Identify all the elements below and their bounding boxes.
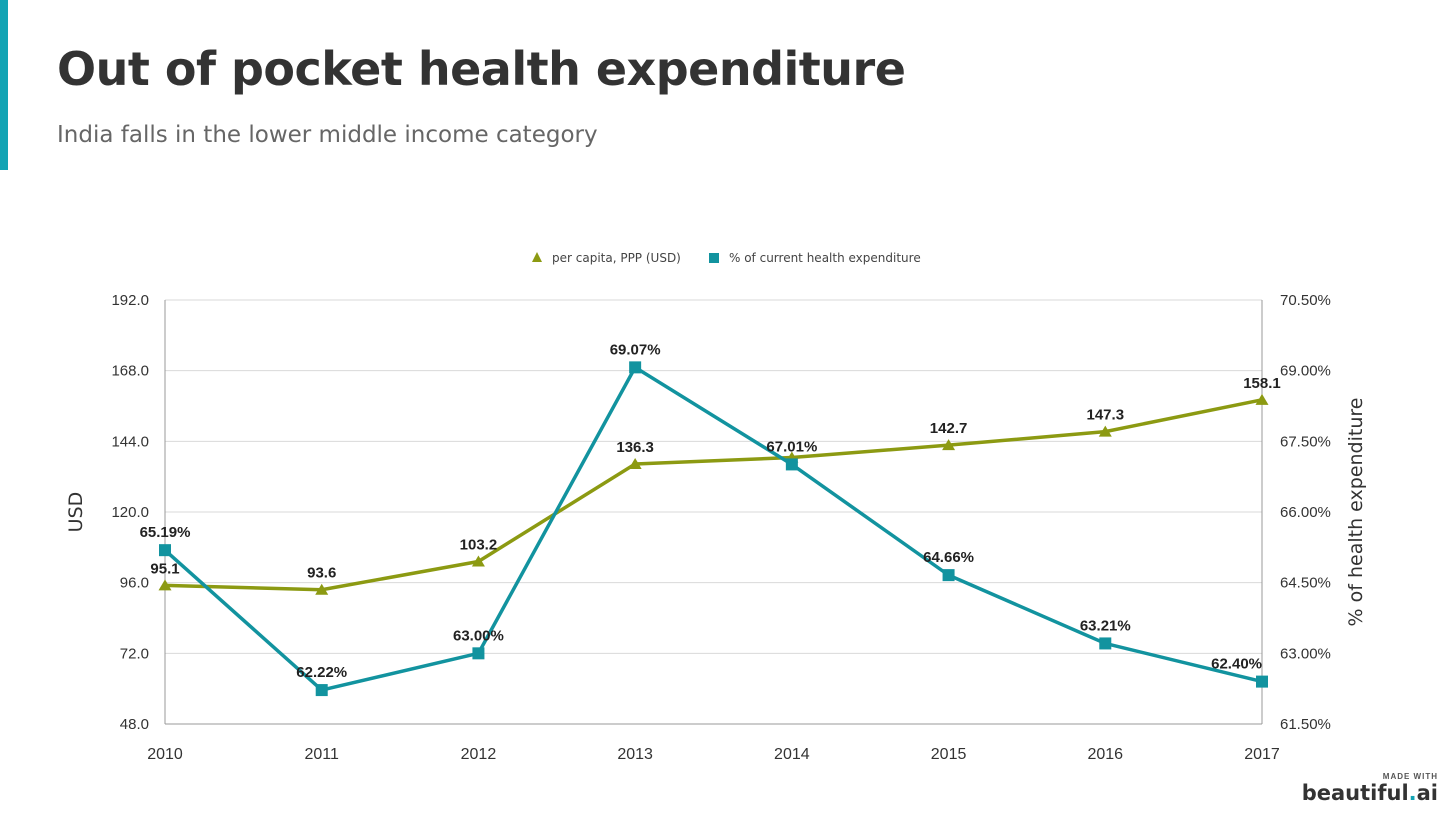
data-label-per-capita: 93.6: [307, 565, 336, 582]
data-point-per-capita: [315, 583, 329, 595]
legend-marker-per-capita: [532, 252, 542, 262]
data-point-per-capita: [1255, 393, 1269, 405]
data-point-pct: [1099, 637, 1112, 650]
x-tick-label: 2015: [931, 746, 967, 763]
legend-label-per-capita: per capita, PPP (USD): [552, 251, 681, 265]
left-tick-label: 144.0: [111, 433, 149, 450]
right-tick-label: 66.00%: [1280, 504, 1331, 521]
data-point-pct: [942, 569, 955, 582]
left-tick-label: 48.0: [120, 716, 149, 733]
data-point-pct: [785, 458, 798, 471]
left-tick-label: 96.0: [120, 575, 149, 592]
data-point-pct: [629, 361, 642, 374]
right-tick-label: 61.50%: [1280, 716, 1331, 733]
branding-made-with: MADE WITH: [1382, 772, 1438, 781]
left-tick-label: 168.0: [111, 363, 149, 380]
right-tick-label: 69.00%: [1280, 363, 1331, 380]
data-label-pct: 69.07%: [610, 341, 661, 358]
branding-suffix: ai: [1416, 781, 1438, 805]
right-tick-label: 70.50%: [1280, 292, 1331, 309]
accent-bar: [0, 0, 8, 170]
data-point-pct: [472, 647, 485, 660]
x-tick-label: 2013: [617, 746, 653, 763]
x-tick-label: 2011: [305, 746, 340, 763]
x-tick-label: 2010: [147, 746, 183, 763]
data-label-pct: 64.66%: [923, 549, 974, 566]
data-label-pct: 62.22%: [296, 664, 347, 681]
data-point-per-capita: [158, 579, 172, 591]
right-tick-label: 67.50%: [1280, 433, 1331, 450]
data-point-per-capita: [942, 439, 956, 451]
right-tick-label: 63.00%: [1280, 645, 1331, 662]
branding-name: beautiful: [1301, 781, 1409, 805]
data-point-per-capita: [471, 555, 485, 567]
data-label-per-capita: 103.2: [460, 536, 498, 553]
data-point-pct: [159, 544, 171, 557]
right-axis-title: % of health expenditure: [1345, 398, 1367, 627]
x-tick-label: 2014: [774, 746, 810, 763]
right-tick-label: 64.50%: [1280, 575, 1331, 592]
data-label-per-capita: 136.3: [616, 439, 654, 456]
data-point-per-capita: [628, 458, 642, 470]
page-title: Out of pocket health expenditure: [57, 42, 906, 96]
left-tick-label: 72.0: [120, 645, 149, 662]
data-point-per-capita: [1098, 425, 1112, 437]
data-label-per-capita: 158.1: [1243, 375, 1281, 392]
legend-marker-pct: [709, 253, 719, 263]
series-line-per-capita: [164, 398, 1263, 592]
branding-dot: .: [1408, 781, 1417, 805]
data-label-pct: 67.01%: [766, 438, 817, 455]
branding-logo: MADE WITH beautiful.ai: [1302, 772, 1438, 805]
legend-label-pct: % of current health expenditure: [729, 251, 921, 265]
left-tick-label: 120.0: [111, 504, 149, 521]
data-label-per-capita: 95.1: [150, 560, 179, 577]
data-point-pct: [315, 684, 328, 697]
x-tick-label: 2016: [1087, 746, 1123, 763]
data-label-pct: 63.21%: [1080, 617, 1131, 634]
x-tick-label: 2017: [1244, 746, 1280, 763]
x-tick-label: 2012: [461, 746, 497, 763]
data-label-pct: 63.00%: [453, 627, 504, 644]
data-point-pct: [1256, 675, 1268, 688]
left-tick-label: 192.0: [111, 292, 149, 309]
left-axis-title: USD: [65, 492, 87, 533]
data-label-pct: 62.40%: [1211, 656, 1262, 673]
series-line-pct: [163, 365, 1263, 692]
page-subtitle: India falls in the lower middle income c…: [57, 122, 598, 148]
data-label-per-capita: 147.3: [1087, 407, 1125, 424]
data-label-pct: 65.19%: [140, 524, 191, 541]
data-label-per-capita: 142.7: [930, 420, 968, 437]
